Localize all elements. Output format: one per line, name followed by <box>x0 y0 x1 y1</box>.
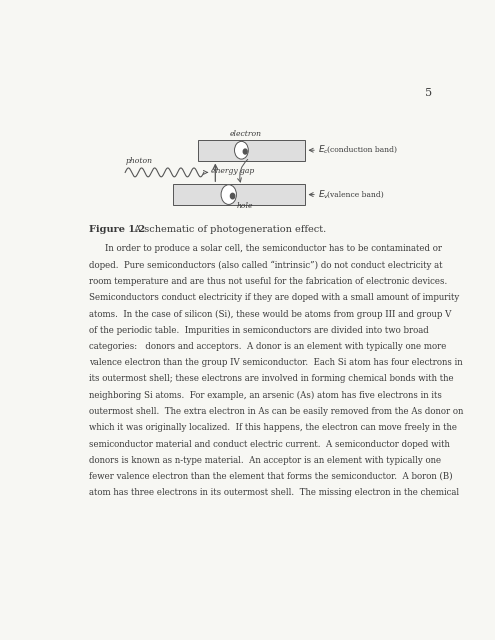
Text: (valence band): (valence band) <box>327 191 383 198</box>
Circle shape <box>235 141 248 159</box>
Text: categories:   donors and acceptors.  A donor is an element with typically one mo: categories: donors and acceptors. A dono… <box>90 342 447 351</box>
Text: room temperature and are thus not useful for the fabrication of electronic devic: room temperature and are thus not useful… <box>90 277 448 286</box>
Text: energy gap: energy gap <box>211 168 254 175</box>
Text: donors is known as n-type material.  An acceptor is an element with typically on: donors is known as n-type material. An a… <box>90 456 442 465</box>
Circle shape <box>231 193 235 199</box>
Text: $E_c$: $E_c$ <box>318 144 329 156</box>
Text: fewer valence electron than the element that forms the semiconductor.  A boron (: fewer valence electron than the element … <box>90 472 453 481</box>
Text: In order to produce a solar cell, the semiconductor has to be contaminated or: In order to produce a solar cell, the se… <box>105 244 442 253</box>
Text: A schematic of photogeneration effect.: A schematic of photogeneration effect. <box>131 225 326 234</box>
Text: atoms.  In the case of silicon (Si), these would be atoms from group III and gro: atoms. In the case of silicon (Si), thes… <box>90 309 452 319</box>
Text: (conduction band): (conduction band) <box>327 146 396 154</box>
Text: $E_v$: $E_v$ <box>318 188 330 201</box>
Text: semiconductor material and conduct electric current.  A semiconductor doped with: semiconductor material and conduct elect… <box>90 440 450 449</box>
Text: atom has three electrons in its outermost shell.  The missing electron in the ch: atom has three electrons in its outermos… <box>90 488 460 497</box>
Text: Figure 1.2: Figure 1.2 <box>90 225 146 234</box>
Text: 5: 5 <box>425 88 432 98</box>
Text: which it was originally localized.  If this happens, the electron can move freel: which it was originally localized. If th… <box>90 423 457 432</box>
Text: outermost shell.  The extra electron in As can be easily removed from the As don: outermost shell. The extra electron in A… <box>90 407 464 416</box>
Text: photon: photon <box>125 157 152 164</box>
Text: of the periodic table.  Impurities in semiconductors are divided into two broad: of the periodic table. Impurities in sem… <box>90 326 429 335</box>
Bar <box>198 140 305 161</box>
Circle shape <box>243 149 247 154</box>
Bar <box>173 184 305 205</box>
FancyArrowPatch shape <box>238 159 248 182</box>
Text: its outermost shell; these electrons are involved in forming chemical bonds with: its outermost shell; these electrons are… <box>90 374 454 383</box>
Text: electron: electron <box>230 130 262 138</box>
Text: Semiconductors conduct electricity if they are doped with a small amount of impu: Semiconductors conduct electricity if th… <box>90 293 460 302</box>
Text: doped.  Pure semiconductors (also called “intrinsic”) do not conduct electricity: doped. Pure semiconductors (also called … <box>90 260 443 270</box>
Text: hole: hole <box>237 202 253 211</box>
Text: valence electron than the group IV semiconductor.  Each Si atom has four electro: valence electron than the group IV semic… <box>90 358 463 367</box>
Circle shape <box>221 185 237 204</box>
Text: neighboring Si atoms.  For example, an arsenic (As) atom has five electrons in i: neighboring Si atoms. For example, an ar… <box>90 390 443 400</box>
